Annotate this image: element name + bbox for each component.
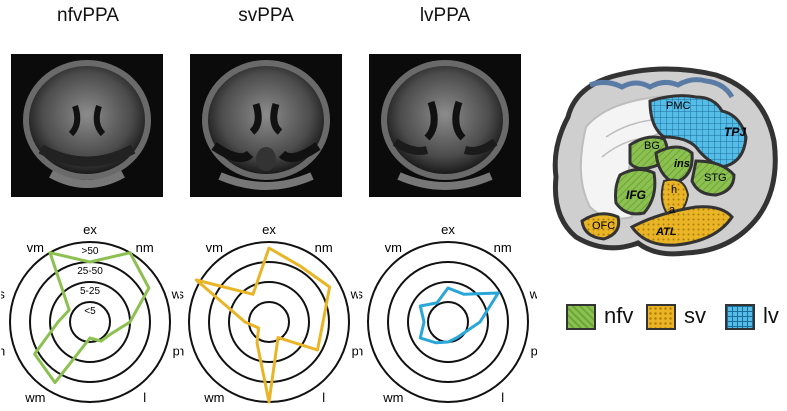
radar-series-line [194, 246, 332, 404]
axis-label-v: v [445, 408, 452, 411]
ring-label: 25-50 [77, 266, 103, 277]
radar-chart-lvppa: ex nm wr pr l v wm n s vm [359, 222, 537, 411]
axis-label-wr: wr [350, 286, 358, 301]
axis-label-nm: nm [136, 240, 154, 255]
radar-ring [387, 261, 509, 383]
legend-swatch-lv [725, 304, 755, 330]
panel-title-lvppa: lvPPA [419, 5, 471, 26]
legend-label-nfv: nfv [604, 303, 634, 328]
axis-label-n: n [359, 344, 363, 359]
axis-label-vm: vm [206, 240, 223, 255]
radar-ring [248, 301, 290, 343]
label-tpj: TPJ [724, 125, 746, 139]
axis-label-ex: ex [262, 222, 276, 237]
axis-label-s: s [359, 286, 363, 301]
axis-label-ex: ex [83, 222, 97, 237]
axis-label-n: n [1, 344, 5, 359]
panel-title-nfvppa: nfvPPA [57, 5, 119, 26]
legend-swatch-nfv [566, 304, 596, 330]
radar-chart-svppa: ex nm wr pr l v wm n s vm [180, 222, 358, 411]
radar-ring [208, 261, 330, 383]
axis-label-pr: pr [173, 344, 179, 359]
axis-label-nm: nm [315, 240, 333, 255]
label-ofc: OFC [592, 220, 615, 232]
axis-label-wm: wm [24, 390, 45, 405]
ring-label: <5 [84, 306, 96, 317]
radar-ring [29, 261, 151, 383]
axis-label-l: l [322, 390, 325, 405]
radar-series-line [33, 251, 151, 385]
axis-label-wm: wm [203, 390, 224, 405]
legend-label-sv: sv [684, 303, 706, 328]
label-h: h [671, 184, 677, 196]
legend-label-lv: lv [763, 303, 779, 328]
axis-label-pr: pr [352, 344, 358, 359]
radar-ring [69, 301, 111, 343]
axis-label-s: s [1, 286, 5, 301]
label-a: a [669, 204, 676, 216]
axis-label-vm: vm [385, 240, 402, 255]
ring-label: >50 [82, 246, 99, 257]
radar-ring [407, 281, 489, 363]
radar-series-line [418, 286, 500, 345]
label-stg: STG [704, 172, 727, 184]
axis-label-wr: wr [171, 286, 179, 301]
axis-label-ex: ex [441, 222, 455, 237]
label-ifg: IFG [626, 188, 646, 202]
axis-label-v: v [87, 408, 94, 411]
label-ins: ins [674, 158, 690, 170]
axis-label-vm: vm [27, 240, 44, 255]
brain-schematic: PMC TPJ BG ins IFG STG h a OFC ATL [552, 66, 778, 257]
radar-ring [228, 281, 310, 363]
legend: nfv sv lv [566, 302, 781, 332]
radar-chart-nfvppa: >50 25-50 5-25 <5 ex nm wr pr l v wm n s vm [1, 222, 179, 411]
axis-label-n: n [180, 344, 184, 359]
axis-label-s: s [180, 286, 184, 301]
mri-image-nfvppa [11, 54, 163, 197]
label-pmc: PMC [666, 100, 691, 112]
mri-image-svppa [190, 54, 342, 197]
axis-label-v: v [266, 408, 273, 411]
panel-title-svppa: svPPA [238, 5, 294, 26]
axis-label-wr: wr [529, 286, 537, 301]
axis-label-l: l [501, 390, 504, 405]
axis-label-wm: wm [382, 390, 403, 405]
radar-ring [367, 241, 529, 403]
radar-ring [9, 241, 171, 403]
label-bg: BG [644, 140, 660, 152]
axis-label-pr: pr [531, 344, 537, 359]
label-atl: ATL [655, 226, 677, 238]
ring-label: 5-25 [80, 286, 100, 297]
legend-swatch-sv [646, 304, 676, 330]
axis-label-nm: nm [494, 240, 512, 255]
mri-image-lvppa [369, 54, 521, 197]
radar-ring [188, 241, 350, 403]
axis-label-l: l [143, 390, 146, 405]
